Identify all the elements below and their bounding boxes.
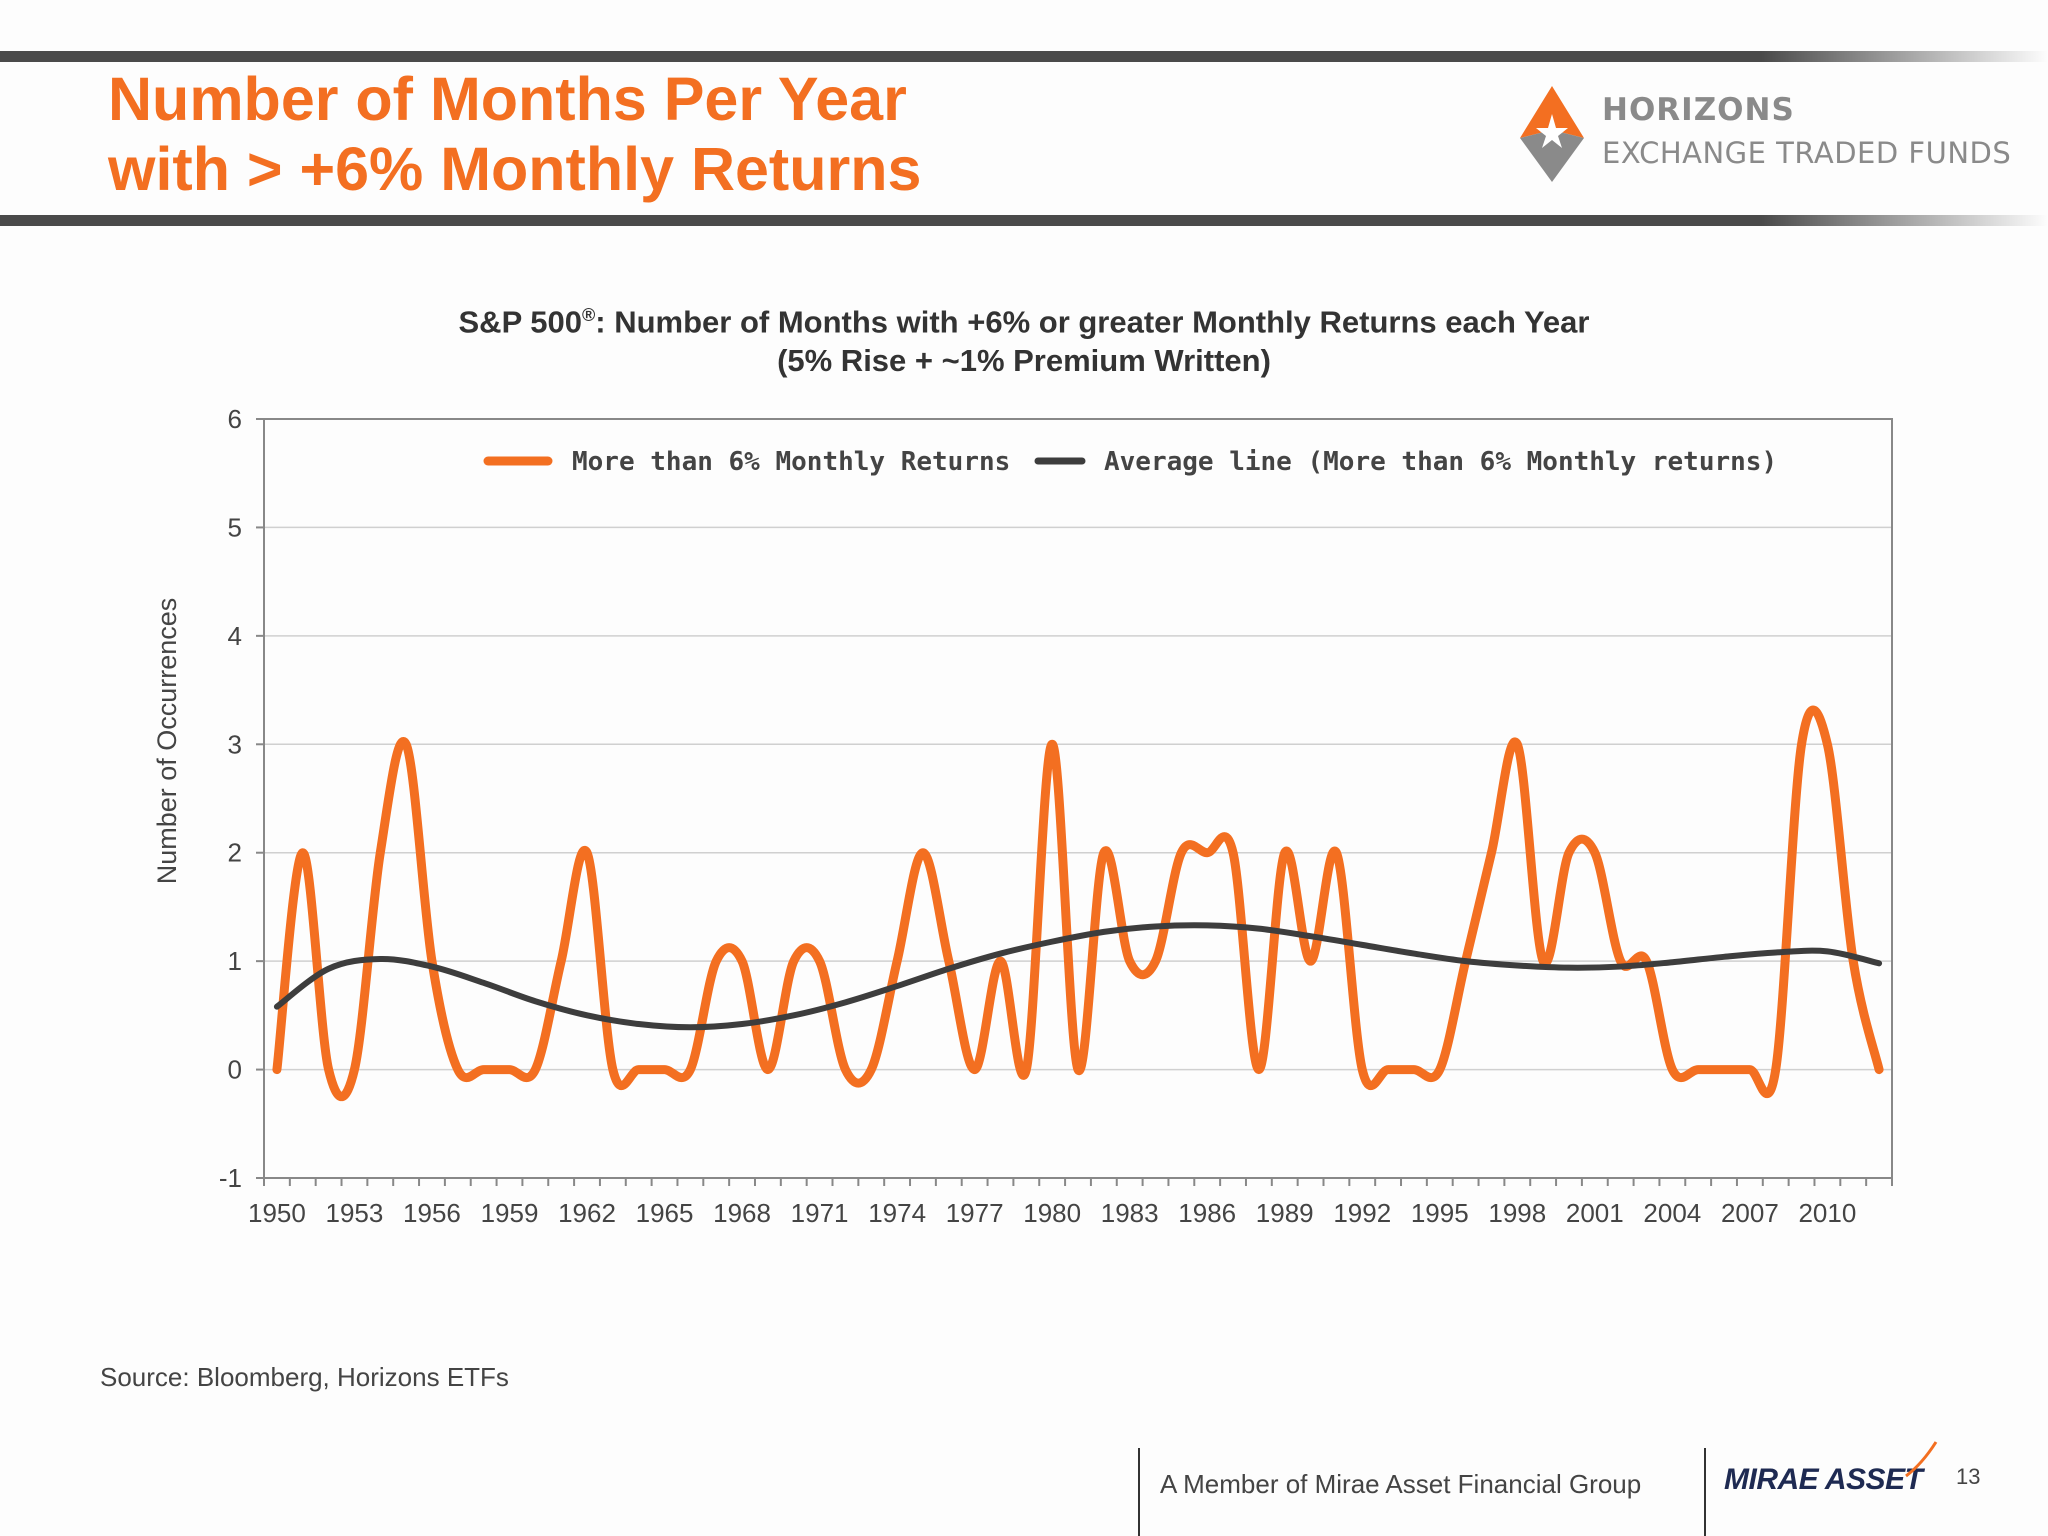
- x-tick-label: 1956: [403, 1198, 461, 1228]
- x-tick-label: 2010: [1798, 1198, 1856, 1228]
- y-tick-label: 2: [228, 838, 242, 868]
- x-tick-label: 1977: [946, 1198, 1004, 1228]
- member-text: A Member of Mirae Asset Financial Group: [1160, 1469, 1642, 1499]
- x-tick-label: 1980: [1023, 1198, 1081, 1228]
- plot-area-frame: [263, 418, 1893, 1179]
- x-tick-label: 1995: [1411, 1198, 1469, 1228]
- x-tick-label: 1950: [248, 1198, 306, 1228]
- brand-subtitle: EXCHANGE TRADED FUNDS: [1602, 136, 2012, 170]
- legend-label-dark: Average line (More than 6% Monthly retur…: [1104, 447, 1777, 477]
- slide-title: Number of Months Per Year with > +6% Mon…: [108, 64, 1408, 204]
- y-tick-label: 3: [228, 729, 242, 759]
- x-tick-label: 1998: [1488, 1198, 1546, 1228]
- series-line-more-than-6pct: [272, 705, 1884, 1102]
- chart-title-line-2: (5% Rise + ~1% Premium Written): [777, 343, 1271, 379]
- bottom-rule: [0, 215, 2048, 226]
- footer-divider-right: [1704, 1448, 1706, 1536]
- y-tick-label: 5: [228, 512, 242, 542]
- chart-title-suffix: : Number of Months with +6% or greater M…: [595, 304, 1590, 340]
- x-tick-label: 2004: [1643, 1198, 1701, 1228]
- x-tick-label: 2007: [1721, 1198, 1779, 1228]
- x-tick-label: 1968: [713, 1198, 771, 1228]
- horizons-diamond-icon: [1520, 86, 1584, 182]
- x-tick-label: 1971: [791, 1198, 849, 1228]
- mirae-swoosh-icon: [1905, 1441, 1938, 1478]
- y-tick-label: 4: [228, 621, 242, 651]
- mirae-asset-logo: MIRAE ASSET: [1724, 1463, 1923, 1496]
- x-tick-label: 1992: [1333, 1198, 1391, 1228]
- y-tick-label: 6: [228, 404, 242, 434]
- axes: -1 0 1 2 3 4 5 6 1950 1953 1956 1959 1962 1965 1968 197…: [219, 404, 1893, 1228]
- registered-mark: ®: [582, 305, 596, 325]
- top-rule: [0, 51, 2048, 62]
- legend-label-orange: More than 6% Monthly Returns: [572, 447, 1010, 477]
- y-tick-label: 1: [228, 946, 242, 976]
- footer-divider-left: [1138, 1448, 1140, 1536]
- gridlines: [264, 526, 1892, 1071]
- series-layer: [272, 705, 1884, 1102]
- source-note: Source: Bloomberg, Horizons ETFs: [100, 1362, 509, 1392]
- x-tick-label: 1974: [868, 1198, 926, 1228]
- page-number: 13: [1956, 1464, 1981, 1489]
- y-tick-label: 0: [228, 1055, 242, 1085]
- x-tick-label: 2001: [1566, 1198, 1624, 1228]
- slide-title-line-2: with > +6% Monthly Returns: [108, 135, 922, 203]
- chart-title-prefix: S&P 500: [458, 304, 583, 340]
- x-tick-label: 1962: [558, 1198, 616, 1228]
- chart-title: S&P 500®: Number of Months with +6% or g…: [300, 296, 1748, 380]
- y-axis-label: Number of Occurrences: [152, 598, 182, 885]
- x-tick-label: 1986: [1178, 1198, 1236, 1228]
- x-tick-label: 1965: [636, 1198, 694, 1228]
- legend: More than 6% Monthly Returns Average lin…: [483, 447, 1777, 477]
- horizons-logo: HORIZONS EXCHANGE TRADED FUNDS: [1518, 84, 2018, 184]
- slide-title-line-1: Number of Months Per Year: [108, 65, 907, 133]
- series-line-average: [273, 922, 1883, 1031]
- x-tick-label: 1959: [481, 1198, 539, 1228]
- x-tick-label: 1953: [326, 1198, 384, 1228]
- x-tick-label: 1983: [1101, 1198, 1159, 1228]
- brand-name: HORIZONS: [1602, 92, 1795, 128]
- y-tick-label: -1: [219, 1163, 242, 1193]
- x-tick-label: 1989: [1256, 1198, 1314, 1228]
- chart-title-line-1: S&P 500®: Number of Months with +6% or g…: [300, 296, 1748, 341]
